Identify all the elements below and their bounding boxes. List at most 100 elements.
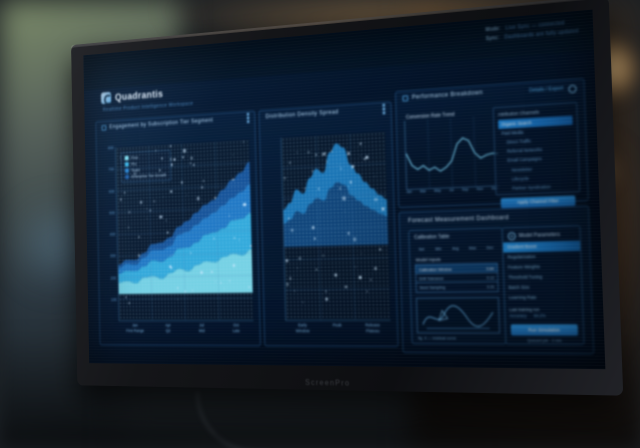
monitor-screen: Mode: Live Sync — connected Sync: Dashbo… bbox=[83, 9, 606, 370]
data-point bbox=[250, 244, 253, 247]
data-point bbox=[213, 238, 215, 240]
x-axis-tick: Mar bbox=[419, 189, 427, 194]
brand-name: Quadrantis bbox=[114, 88, 164, 103]
data-point bbox=[342, 196, 346, 200]
y-axis-tick: 300 bbox=[110, 253, 116, 259]
x-axis-tick: Jul Mid bbox=[198, 322, 205, 334]
attribution-list: Organic Search Paid Media Direct Traffic Re… bbox=[498, 115, 575, 194]
column-header: Dev bbox=[486, 244, 494, 250]
list-item[interactable]: Learning Rate bbox=[508, 294, 537, 301]
data-point bbox=[123, 191, 126, 194]
data-point bbox=[125, 296, 127, 298]
data-point bbox=[169, 265, 172, 268]
brand-lockup[interactable]: Quadrantis bbox=[100, 88, 164, 105]
table-cell: 0.31 bbox=[486, 283, 495, 290]
panel-forecast: Forecast Measurement Dashboard Calibrati… bbox=[398, 205, 595, 355]
gridline bbox=[450, 118, 452, 187]
x-axis-main: Jan First Range Apr Q2 Jul Mid Oct Late bbox=[119, 323, 254, 342]
data-point bbox=[339, 164, 341, 166]
data-point bbox=[189, 161, 192, 164]
table-cell: 0.12 bbox=[486, 274, 495, 280]
data-point bbox=[220, 282, 222, 284]
data-point bbox=[171, 254, 173, 256]
data-point bbox=[374, 175, 376, 177]
drag-handle-icon[interactable] bbox=[402, 95, 409, 102]
table-group-label: Model Inputs bbox=[415, 256, 441, 263]
data-point bbox=[120, 198, 122, 201]
data-point bbox=[349, 180, 353, 184]
data-point bbox=[200, 186, 203, 189]
x-axis-tick: Nov bbox=[476, 186, 484, 192]
table-header-row: Set Min Avg Max Dev bbox=[414, 243, 497, 254]
data-point bbox=[155, 149, 157, 152]
data-point bbox=[161, 157, 163, 160]
monitor: ScreenPro Mode: Live Sync — connected Sy… bbox=[71, 0, 624, 396]
x-axis-tick: Jul bbox=[449, 188, 454, 193]
x-axis-tick: Oct Late bbox=[232, 322, 240, 334]
data-point bbox=[159, 215, 163, 219]
data-point bbox=[381, 207, 385, 211]
data-point bbox=[180, 180, 184, 184]
data-point bbox=[347, 151, 351, 155]
data-point bbox=[166, 231, 169, 234]
data-point bbox=[192, 164, 195, 166]
data-point bbox=[318, 187, 320, 190]
data-point bbox=[137, 254, 140, 257]
model-parameters-subpanel: Model Parameters Gradient Boost Regulariz… bbox=[501, 225, 585, 346]
list-item[interactable]: Partner Syndication bbox=[512, 184, 551, 191]
data-point bbox=[365, 155, 369, 159]
residual-sketch bbox=[415, 296, 501, 334]
details-export-link[interactable]: Details / Export bbox=[528, 85, 564, 94]
run-simulation-button[interactable]: Run Simulation bbox=[510, 324, 579, 336]
data-point bbox=[173, 158, 176, 161]
y-axis-tick: 800 bbox=[107, 145, 114, 151]
info-icon[interactable] bbox=[568, 84, 577, 94]
data-point bbox=[177, 298, 178, 300]
list-item[interactable]: Batch Size bbox=[508, 284, 530, 290]
model-parameters-title: Model Parameters bbox=[518, 231, 561, 240]
data-point bbox=[301, 301, 303, 303]
status-key: Sync: bbox=[485, 34, 500, 43]
data-point bbox=[176, 286, 179, 289]
queued-job-note: Queued job · 2 min bbox=[527, 337, 562, 343]
x-axis-tick: Release Plateau bbox=[365, 322, 381, 334]
calibration-subpanel: Calibration Table Set Min Avg Max Dev Model … bbox=[408, 227, 507, 345]
data-point bbox=[285, 282, 289, 286]
data-point bbox=[289, 277, 292, 280]
data-point bbox=[325, 297, 329, 301]
sketch-caption: fig. 4 — residual curve bbox=[417, 334, 457, 340]
y-axis-tick: 400 bbox=[109, 231, 116, 237]
x-axis-tick: Sep bbox=[461, 187, 469, 192]
data-point bbox=[290, 228, 294, 232]
training-meta-label: Last training run bbox=[509, 306, 540, 313]
x-axis-tick: Jan First Range bbox=[126, 322, 145, 333]
table-cell: 0.84 bbox=[486, 265, 495, 271]
main-chart-plot: FreeProTeamEnterprise Tier Growth bbox=[115, 139, 254, 322]
data-point bbox=[360, 155, 361, 156]
data-point bbox=[165, 219, 167, 221]
topbar-status: Mode: Live Sync — connected Sync: Dashbo… bbox=[485, 18, 578, 44]
panel-main-chart: Engagement by Subscription Tier Segment … bbox=[95, 110, 261, 347]
table-cell: Calibration Window bbox=[418, 266, 452, 272]
data-point bbox=[296, 151, 298, 153]
x-axis-tick: Peak bbox=[332, 322, 342, 328]
table-row[interactable]: Seed Sampling 0.31 bbox=[415, 281, 499, 293]
data-point bbox=[182, 156, 184, 159]
data-point bbox=[359, 142, 362, 145]
conversion-trend-line bbox=[405, 115, 499, 189]
line-series bbox=[406, 136, 499, 173]
data-point bbox=[170, 190, 173, 193]
line-sketch-icon bbox=[417, 298, 499, 332]
data-point bbox=[146, 217, 148, 219]
panel-title-text: Engagement by Subscription Tier Segment bbox=[109, 117, 214, 131]
training-meta-values: Accuracy 94.2% bbox=[505, 312, 582, 318]
drag-handle-icon[interactable] bbox=[101, 125, 107, 131]
y-axis-tick: 500 bbox=[109, 210, 115, 215]
table-body: Calibration Window 0.84 Drift Tolerance 0.1… bbox=[414, 262, 499, 293]
data-point bbox=[360, 252, 362, 254]
data-point bbox=[203, 180, 205, 182]
distribution-plot bbox=[280, 131, 391, 321]
panel-title: Distribution Density Spread bbox=[259, 102, 390, 120]
column-header: Set bbox=[418, 246, 425, 252]
column-header: Min bbox=[435, 246, 442, 252]
